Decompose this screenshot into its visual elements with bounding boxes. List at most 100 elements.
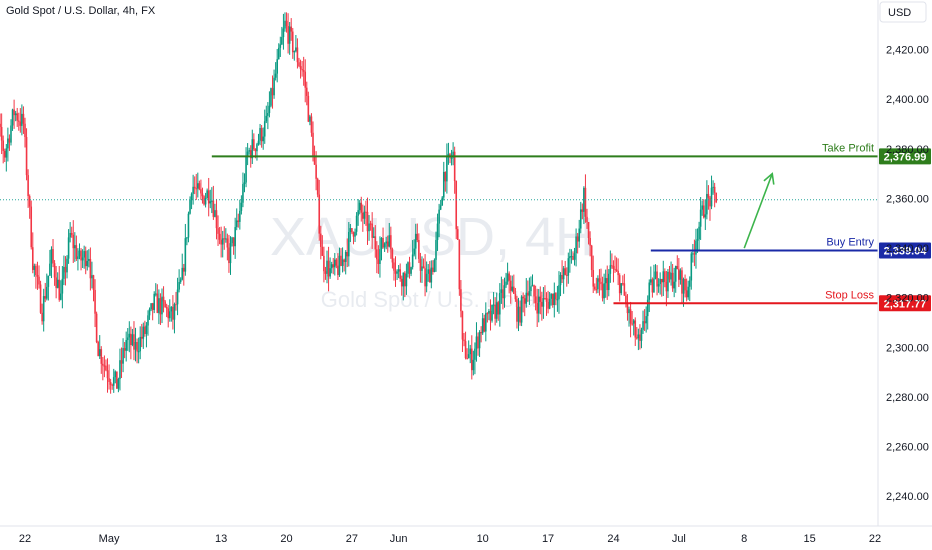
candle-body bbox=[5, 148, 8, 158]
candle-body bbox=[159, 298, 162, 315]
currency-button-frame[interactable] bbox=[879, 1, 927, 23]
currency-button[interactable]: USD bbox=[879, 1, 927, 23]
candle-body bbox=[218, 233, 221, 240]
candle-body bbox=[474, 348, 476, 360]
price-tick-label: 2,420.00 bbox=[886, 45, 929, 57]
candle-body bbox=[477, 336, 479, 349]
candle-body bbox=[172, 306, 174, 320]
candle-body bbox=[116, 371, 118, 389]
candle-body bbox=[478, 332, 481, 349]
candle-body bbox=[175, 304, 177, 306]
candle-body bbox=[671, 272, 674, 289]
candle-body bbox=[103, 365, 106, 367]
candle-body bbox=[55, 277, 57, 288]
candle-body bbox=[176, 289, 179, 305]
candle-body bbox=[637, 334, 640, 339]
candle-body bbox=[312, 132, 314, 157]
candle-body bbox=[598, 278, 601, 282]
candle-body bbox=[235, 220, 238, 228]
candle-body bbox=[30, 206, 33, 248]
candle-body bbox=[130, 333, 132, 346]
candle-body bbox=[66, 258, 68, 273]
candle-body bbox=[414, 233, 417, 249]
candle-body bbox=[234, 227, 236, 247]
candle-body bbox=[111, 384, 113, 386]
candle-body bbox=[558, 285, 560, 300]
time-tick-label: 8 bbox=[741, 533, 747, 545]
candle-body bbox=[600, 281, 602, 285]
candle-body bbox=[0, 127, 3, 141]
candle-body bbox=[411, 254, 414, 268]
candle-body bbox=[706, 193, 708, 215]
candle-body bbox=[491, 305, 493, 321]
candle-body bbox=[147, 315, 149, 326]
candle-body bbox=[531, 285, 534, 287]
candle-body bbox=[324, 271, 327, 274]
candle-body bbox=[660, 278, 663, 283]
time-tick-label: May bbox=[99, 533, 120, 545]
candle-body bbox=[126, 337, 129, 341]
candle-body bbox=[136, 342, 138, 352]
candle-body bbox=[544, 298, 546, 300]
candle-body bbox=[19, 121, 22, 126]
candle-body bbox=[267, 113, 269, 116]
price-axis[interactable]: 2,240.00 2,260.00 2,280.00 2,300.00 2,320.00… bbox=[886, 45, 929, 504]
candle-body bbox=[492, 304, 495, 306]
candle-body bbox=[88, 258, 90, 261]
candle-body bbox=[195, 188, 198, 190]
price-tick-label: 2,300.00 bbox=[886, 342, 929, 354]
time-tick-label: 22 bbox=[869, 533, 881, 545]
candle-body bbox=[388, 235, 391, 247]
candle-body bbox=[301, 69, 303, 71]
candle-body bbox=[102, 363, 104, 366]
candle-body bbox=[182, 267, 185, 272]
candle-body bbox=[519, 306, 521, 323]
candle-body bbox=[481, 318, 484, 334]
stop-loss-label: Stop Loss bbox=[825, 289, 874, 301]
candle-body bbox=[11, 109, 14, 126]
candle-body bbox=[229, 243, 232, 264]
candle-body bbox=[170, 306, 173, 312]
candle-body bbox=[439, 205, 442, 210]
candle-body bbox=[58, 279, 61, 300]
candle-body bbox=[687, 286, 689, 298]
currency-label[interactable]: USD bbox=[888, 7, 911, 19]
candle-body bbox=[262, 136, 264, 142]
candle-body bbox=[181, 267, 184, 280]
candle-body bbox=[94, 289, 96, 314]
candle-body bbox=[578, 228, 581, 242]
candle-body bbox=[542, 298, 545, 307]
symbol-title: Gold Spot / U.S. Dollar, 4h, FX bbox=[6, 5, 156, 17]
candle-body bbox=[632, 320, 635, 324]
candle-body bbox=[379, 249, 381, 264]
candle-body bbox=[394, 270, 397, 274]
candle-body bbox=[192, 186, 194, 194]
candle-body bbox=[576, 236, 579, 242]
candle-body bbox=[421, 266, 423, 271]
candle-body bbox=[225, 238, 227, 240]
candle-body bbox=[564, 268, 567, 275]
candle-body bbox=[601, 284, 604, 299]
candle-body bbox=[232, 237, 235, 247]
candle-body bbox=[203, 196, 205, 205]
candle-body bbox=[617, 270, 619, 276]
candle-body bbox=[167, 308, 170, 319]
price-tick-label: 2,340.00 bbox=[886, 243, 929, 255]
candle-body bbox=[541, 301, 543, 307]
candle-body bbox=[50, 249, 53, 264]
time-axis[interactable]: 22 May 13 20 27 Jun 10 17 24 Jul 8 15 22 bbox=[19, 533, 881, 545]
candle-body bbox=[296, 47, 299, 63]
candle-body bbox=[310, 116, 313, 133]
candle-body bbox=[307, 95, 310, 122]
candle-body bbox=[14, 113, 17, 116]
candle-body bbox=[240, 202, 243, 211]
candle-body bbox=[620, 283, 623, 294]
candle-body bbox=[106, 370, 109, 379]
candle-body bbox=[567, 258, 570, 276]
candle-body bbox=[288, 26, 291, 44]
candle-body bbox=[603, 283, 605, 299]
candle-body bbox=[399, 269, 401, 279]
time-tick-label: 15 bbox=[803, 533, 815, 545]
